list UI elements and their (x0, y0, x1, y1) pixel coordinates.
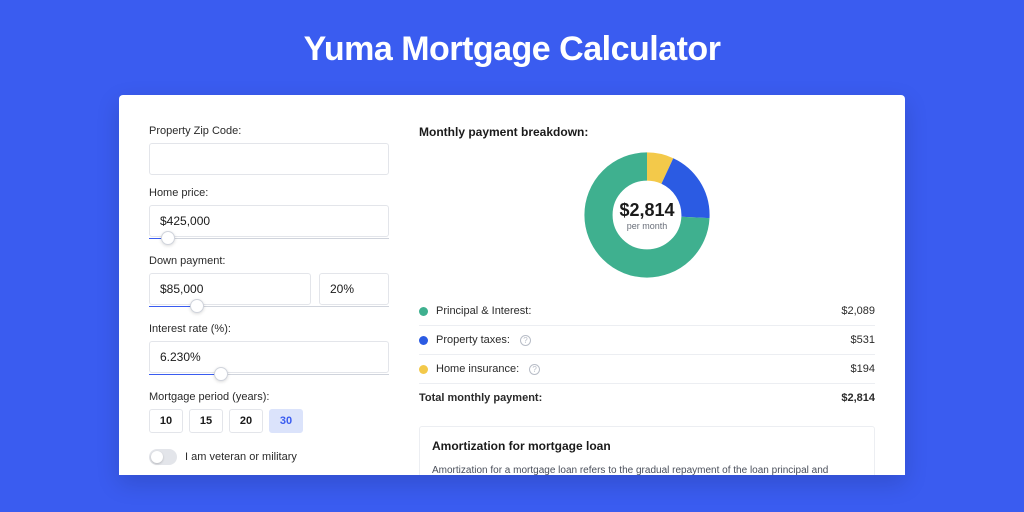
info-icon[interactable]: ? (529, 364, 540, 375)
down-payment-slider[interactable] (149, 303, 389, 311)
donut-center-amount: $2,814 (619, 200, 674, 221)
calculator-card: Property Zip Code: Home price: Down paym… (119, 95, 905, 475)
home-price-field-group: Home price: (149, 187, 389, 243)
legend-label: Property taxes: (436, 334, 510, 346)
period-button-10[interactable]: 10 (149, 409, 183, 433)
veteran-toggle[interactable] (149, 449, 177, 465)
home-price-label: Home price: (149, 187, 389, 199)
legend-dot (419, 365, 428, 374)
home-price-slider[interactable] (149, 235, 389, 243)
legend-value: $194 (851, 363, 875, 375)
form-column: Property Zip Code: Home price: Down paym… (149, 125, 389, 475)
legend-total-row: Total monthly payment: $2,814 (419, 383, 875, 412)
breakdown-column: Monthly payment breakdown: $2,814 per mo… (419, 125, 875, 475)
period-button-15[interactable]: 15 (189, 409, 223, 433)
page-title: Yuma Mortgage Calculator (0, 30, 1024, 69)
period-field-group: Mortgage period (years): 10152030 (149, 391, 389, 433)
legend-label: Home insurance: (436, 363, 519, 375)
donut-chart-wrap: $2,814 per month (419, 151, 875, 279)
legend-row: Principal & Interest: $2,089 (419, 297, 875, 325)
down-payment-slider-thumb[interactable] (190, 299, 204, 313)
period-button-20[interactable]: 20 (229, 409, 263, 433)
period-label: Mortgage period (years): (149, 391, 389, 403)
zip-field-group: Property Zip Code: (149, 125, 389, 175)
amortization-section: Amortization for mortgage loan Amortizat… (419, 426, 875, 475)
breakdown-title: Monthly payment breakdown: (419, 125, 875, 139)
down-payment-pct-input[interactable] (319, 273, 389, 305)
legend-total-label: Total monthly payment: (419, 392, 542, 404)
legend-total-value: $2,814 (841, 392, 875, 404)
interest-rate-input[interactable] (149, 341, 389, 373)
down-payment-input[interactable] (149, 273, 311, 305)
home-price-input[interactable] (149, 205, 389, 237)
zip-input[interactable] (149, 143, 389, 175)
down-payment-field-group: Down payment: (149, 255, 389, 311)
amortization-text: Amortization for a mortgage loan refers … (432, 463, 862, 475)
home-price-slider-thumb[interactable] (161, 231, 175, 245)
donut-chart: $2,814 per month (583, 151, 711, 279)
period-button-30[interactable]: 30 (269, 409, 303, 433)
veteran-toggle-row: I am veteran or military (149, 449, 389, 465)
zip-label: Property Zip Code: (149, 125, 389, 137)
legend-dot (419, 307, 428, 316)
legend-value: $531 (851, 334, 875, 346)
down-payment-label: Down payment: (149, 255, 389, 267)
info-icon[interactable]: ? (520, 335, 531, 346)
amortization-title: Amortization for mortgage loan (432, 439, 862, 453)
interest-rate-field-group: Interest rate (%): (149, 323, 389, 379)
legend-dot (419, 336, 428, 345)
hero-section: Yuma Mortgage Calculator Property Zip Co… (0, 0, 1024, 512)
legend-row: Property taxes:? $531 (419, 325, 875, 354)
donut-center-sub: per month (627, 221, 668, 231)
legend-label: Principal & Interest: (436, 305, 531, 317)
legend-row: Home insurance:? $194 (419, 354, 875, 383)
legend-value: $2,089 (841, 305, 875, 317)
interest-rate-slider-thumb[interactable] (214, 367, 228, 381)
interest-rate-label: Interest rate (%): (149, 323, 389, 335)
interest-rate-slider[interactable] (149, 371, 389, 379)
veteran-toggle-label: I am veteran or military (185, 451, 297, 463)
